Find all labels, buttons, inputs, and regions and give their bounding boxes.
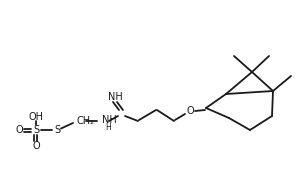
Text: S: S [33,125,39,135]
Text: O: O [15,125,23,135]
Text: NH: NH [108,92,122,102]
Text: O: O [186,106,194,116]
Text: CH₂: CH₂ [77,116,95,126]
Text: NH: NH [102,115,117,125]
Text: OH: OH [28,112,43,122]
Text: H: H [105,123,111,133]
Text: O: O [32,141,40,151]
Text: S: S [54,125,60,135]
